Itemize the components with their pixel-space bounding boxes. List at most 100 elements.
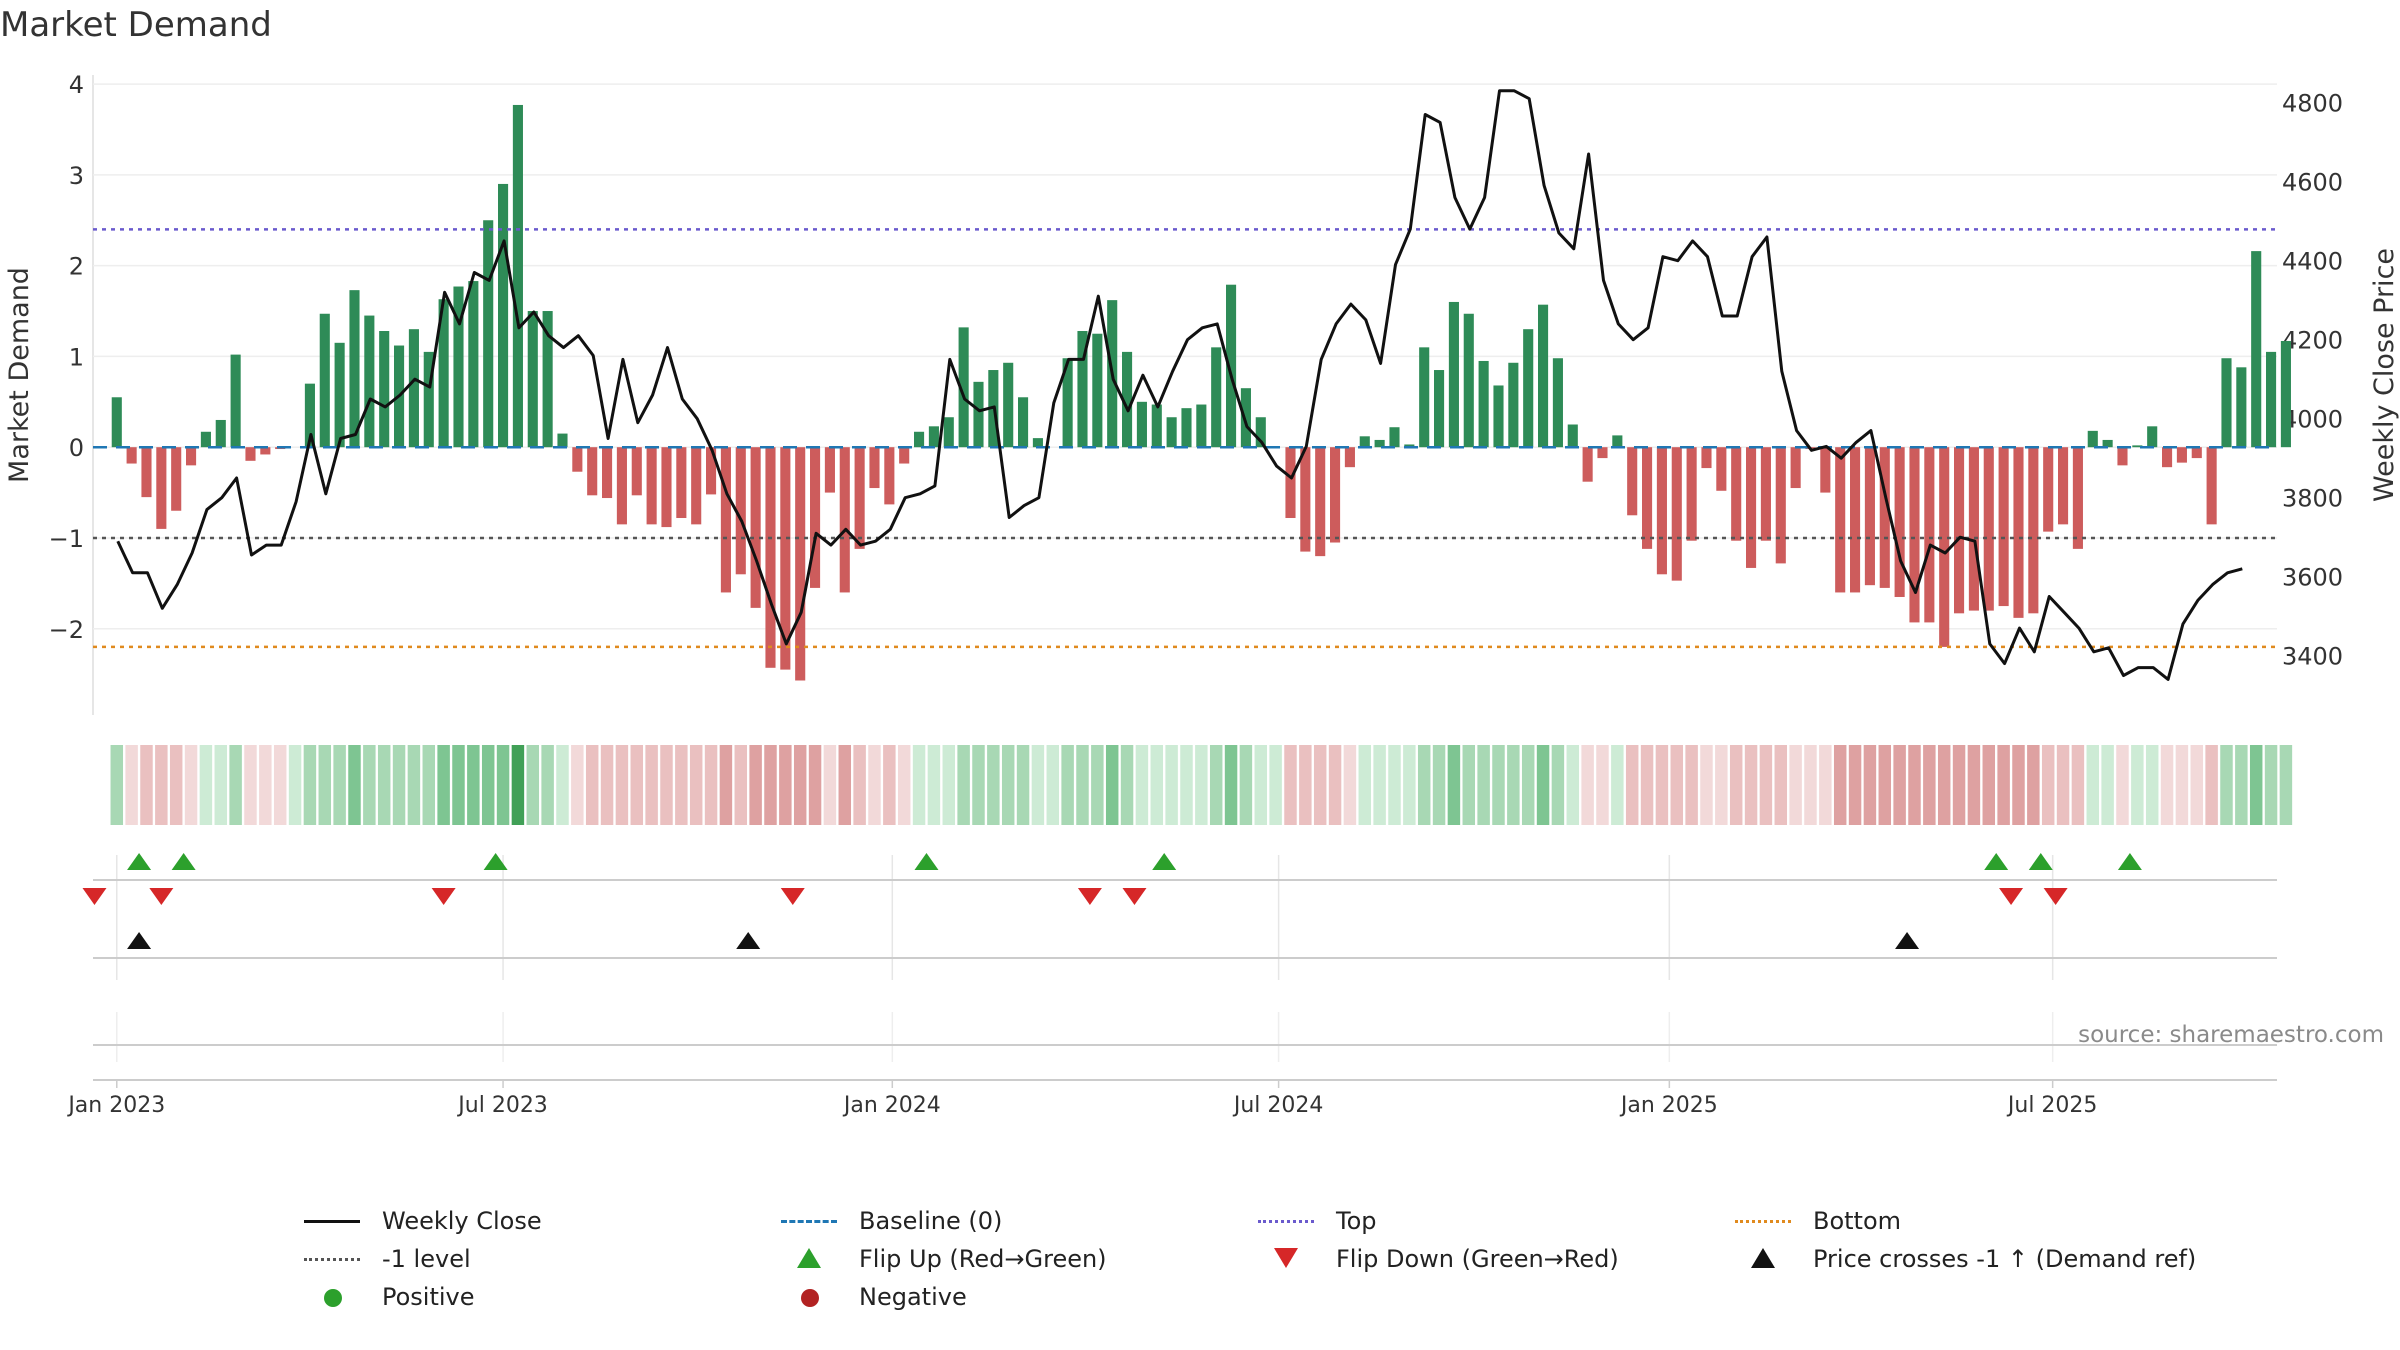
- demand-bar: [1760, 447, 1771, 541]
- demand-bar: [527, 311, 538, 448]
- strip-cell: [1893, 745, 1906, 825]
- strip-cell: [1209, 745, 1223, 825]
- strip-cell: [259, 745, 272, 825]
- y-tick-label: −2: [49, 616, 84, 644]
- demand-bar: [869, 447, 880, 489]
- demand-bar: [1285, 447, 1296, 519]
- demand-bar: [706, 447, 717, 495]
- strip-cell: [823, 745, 837, 825]
- flip-up-marker: [2028, 853, 2053, 870]
- strip-cell: [793, 745, 807, 825]
- x-tick-label: Jul 2023: [456, 1093, 548, 1118]
- y-axis-label: Market Demand: [4, 267, 35, 483]
- demand-bar: [2132, 445, 2143, 448]
- strip-cell: [645, 745, 658, 825]
- strip-cell: [2027, 745, 2040, 825]
- strip-cell: [897, 745, 911, 825]
- strip-cell: [541, 745, 554, 825]
- strip-cell: [1254, 745, 1268, 825]
- demand-bar: [735, 447, 746, 575]
- strip-cell: [2220, 745, 2233, 825]
- strip-cell: [407, 745, 421, 825]
- strip-cell: [1952, 745, 1966, 825]
- demand-bar: [1612, 435, 1623, 448]
- legend-weekly-close-label: Weekly Close: [382, 1207, 542, 1235]
- y-tick-label: 1: [69, 343, 84, 371]
- demand-bar: [1240, 388, 1251, 448]
- demand-bar: [750, 447, 761, 608]
- strip-cell: [2160, 745, 2174, 825]
- negative-dot-icon: [777, 1281, 841, 1313]
- flip-down-triangle-icon: [1254, 1243, 1318, 1275]
- strip-cell: [600, 745, 614, 825]
- demand-bar: [1226, 284, 1237, 448]
- strip-cell: [883, 745, 896, 825]
- strip-cell: [2145, 745, 2159, 825]
- strip-cell: [1001, 745, 1015, 825]
- strip-cell: [1566, 745, 1580, 825]
- strip-cell: [1536, 745, 1550, 825]
- strip-cell: [1388, 745, 1401, 825]
- demand-bar: [1300, 447, 1311, 552]
- x-tick-label: Jan 2025: [1619, 1093, 1718, 1118]
- strip-cell: [1759, 745, 1773, 825]
- strip-cell: [2056, 745, 2070, 825]
- demand-bar: [676, 447, 687, 519]
- demand-bar: [765, 447, 776, 668]
- flip-up-marker: [483, 853, 508, 870]
- strip-cell: [2175, 745, 2189, 825]
- strip-cell: [452, 745, 465, 825]
- demand-bar: [958, 327, 969, 448]
- y2-tick-label: 4200: [2282, 327, 2343, 355]
- demand-bar: [1790, 447, 1801, 489]
- demand-bar: [2162, 447, 2173, 468]
- demand-bar: [1894, 447, 1905, 597]
- strip-cell: [377, 745, 391, 825]
- strip-cell: [2012, 745, 2025, 825]
- demand-bar: [1493, 385, 1504, 448]
- legend-bottom-symbol: [1731, 1205, 1795, 1237]
- y-tick-label: 3: [69, 162, 84, 190]
- strip-cell: [1521, 745, 1535, 825]
- strip-cell: [184, 745, 198, 825]
- strip-cell: [1462, 745, 1476, 825]
- demand-bar: [1731, 447, 1742, 541]
- strip-cell: [496, 745, 510, 825]
- demand-bar: [1686, 447, 1697, 541]
- source-label: source: sharemaestro.com: [2078, 1022, 2384, 1048]
- demand-bar: [1448, 301, 1459, 448]
- strip-cell: [853, 745, 866, 825]
- strip-cell: [972, 745, 985, 825]
- y2-tick-label: 4800: [2282, 90, 2343, 118]
- strip-cell: [1061, 745, 1074, 825]
- demand-bar: [260, 447, 271, 455]
- demand-bar: [1567, 424, 1578, 448]
- demand-bar: [1344, 447, 1355, 468]
- demand-bar: [1523, 329, 1534, 448]
- strip-cell: [1789, 745, 1802, 825]
- strip-cell: [1774, 745, 1788, 825]
- y2-tick-label: 4600: [2282, 169, 2343, 197]
- strip-cell: [1492, 745, 1505, 825]
- strip-cell: [363, 745, 376, 825]
- strip-cell: [1165, 745, 1178, 825]
- strip-cell: [2190, 745, 2204, 825]
- demand-bar: [1835, 447, 1846, 593]
- strip-cell: [1239, 745, 1253, 825]
- demand-bar: [1181, 408, 1192, 448]
- strip-cell: [942, 745, 956, 825]
- demand-bar: [691, 447, 702, 525]
- strip-cell: [303, 745, 317, 825]
- demand-bar: [1746, 447, 1757, 568]
- legend-flip-down: Flip Down (Green→Red): [1254, 1243, 1731, 1275]
- legend-neg1-level-symbol: [300, 1243, 364, 1275]
- strip-cell: [1551, 745, 1565, 825]
- demand-bar: [2206, 447, 2217, 525]
- strip-cell: [1982, 745, 1996, 825]
- strip-cell: [125, 745, 138, 825]
- strip-cell: [2131, 745, 2144, 825]
- demand-bar: [349, 290, 360, 448]
- demand-bar: [483, 220, 494, 448]
- strip-cell: [615, 745, 629, 825]
- demand-bar: [1330, 447, 1341, 543]
